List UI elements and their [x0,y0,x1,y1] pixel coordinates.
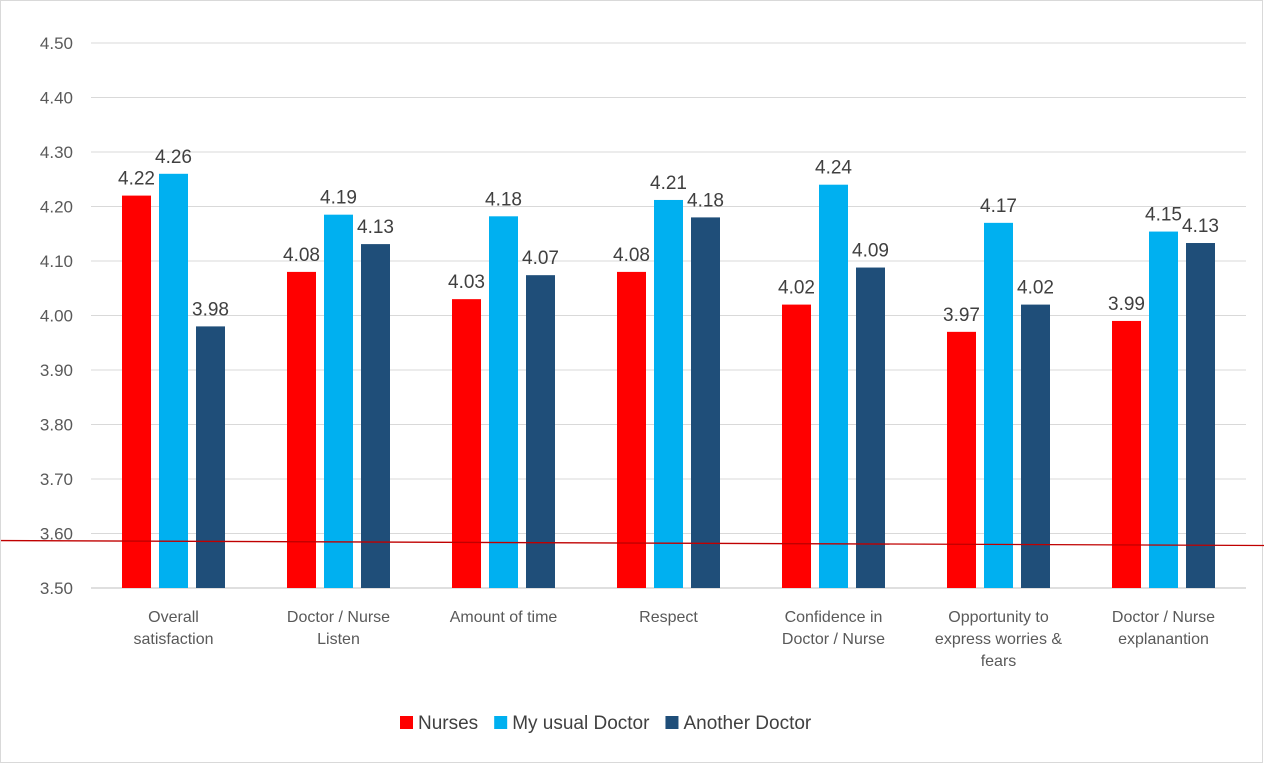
legend-label: My usual Doctor [512,713,650,734]
bar [287,271,316,588]
y-tick-label: 3.60 [40,525,73,544]
data-label: 4.13 [357,217,394,238]
data-label: 4.22 [118,169,155,190]
data-labels: 4.224.263.984.084.194.134.034.184.07 4.08… [118,147,1219,326]
bar [984,222,1013,588]
bar [617,271,646,588]
x-category-label: Doctor / Nurse [1112,609,1215,626]
data-label: 4.18 [485,189,522,210]
data-label: 4.13 [1182,216,1219,237]
x-category-label: Respect [639,609,698,626]
reference-line-layer [1,539,1264,547]
y-tick-label: 3.50 [40,579,73,598]
x-category-label: Doctor / Nurse [782,631,885,648]
bar [122,195,151,588]
legend-label: Nurses [418,713,478,734]
reference-line [1,539,1264,547]
data-label: 4.08 [613,245,650,266]
data-label: 4.07 [522,248,559,269]
bar [526,275,555,588]
legend-swatch [494,716,508,729]
x-category-label: satisfaction [133,631,213,648]
bar [361,244,390,589]
y-tick-label: 4.20 [40,198,73,217]
legend-swatch [665,716,679,729]
bar [1021,304,1050,588]
data-label: 4.08 [283,245,320,266]
data-label: 3.97 [943,305,980,326]
x-category-label: fears [981,653,1017,670]
x-category-label: express worries & [935,631,1062,648]
x-category-label: Overall [148,609,199,626]
y-tick-label: 4.30 [40,143,73,162]
x-category-label: Opportunity to [948,609,1049,626]
x-category-label: Confidence in [785,609,883,626]
y-tick-label: 4.00 [40,307,73,326]
data-label: 4.26 [155,147,192,168]
bar [489,216,518,588]
data-label: 4.21 [650,173,687,194]
bar [1186,243,1215,588]
bar [196,326,225,588]
bar [159,173,188,589]
data-label: 4.09 [852,241,889,262]
bar [691,217,720,588]
y-tick-label: 4.10 [40,252,73,271]
y-tick-label: 4.40 [40,89,73,108]
data-label: 3.99 [1108,294,1145,315]
legend-swatch [400,716,413,729]
data-label: 4.17 [980,196,1017,217]
bars [122,173,1215,589]
bar [947,331,976,588]
bar [654,199,683,588]
data-label: 4.02 [1017,278,1054,299]
legend: Nurses My usual Doctor Another Doctor [400,713,812,734]
legend-label: Another Doctor [683,713,811,734]
y-tick-label: 3.90 [40,361,73,380]
bar [452,299,481,588]
y-tick-label: 3.70 [40,470,73,489]
bar [1112,320,1141,588]
data-label: 4.03 [448,272,485,293]
y-axis-ticks: 3.50 3.60 3.70 3.80 3.90 4.00 4.10 4.20 4.30 4.40… [40,34,73,598]
x-category-label: explanantion [1118,631,1209,648]
bar [782,304,811,588]
bar [324,214,353,589]
x-category-label: Listen [317,631,360,648]
data-label: 4.24 [815,158,852,179]
data-label: 4.18 [687,190,724,211]
bar [856,267,885,588]
data-label: 3.98 [192,299,229,320]
x-category-label: Doctor / Nurse [287,609,390,626]
data-label: 4.15 [1145,205,1182,226]
x-category-label: Amount of time [450,609,558,626]
bar [1149,231,1178,588]
y-tick-label: 4.50 [40,34,73,53]
x-axis-categories: Overall satisfaction Doctor / Nurse Listen A… [133,609,1215,670]
data-label: 4.02 [778,278,815,299]
bar [819,184,848,588]
data-label: 4.19 [320,188,357,209]
y-tick-label: 3.80 [40,416,73,435]
